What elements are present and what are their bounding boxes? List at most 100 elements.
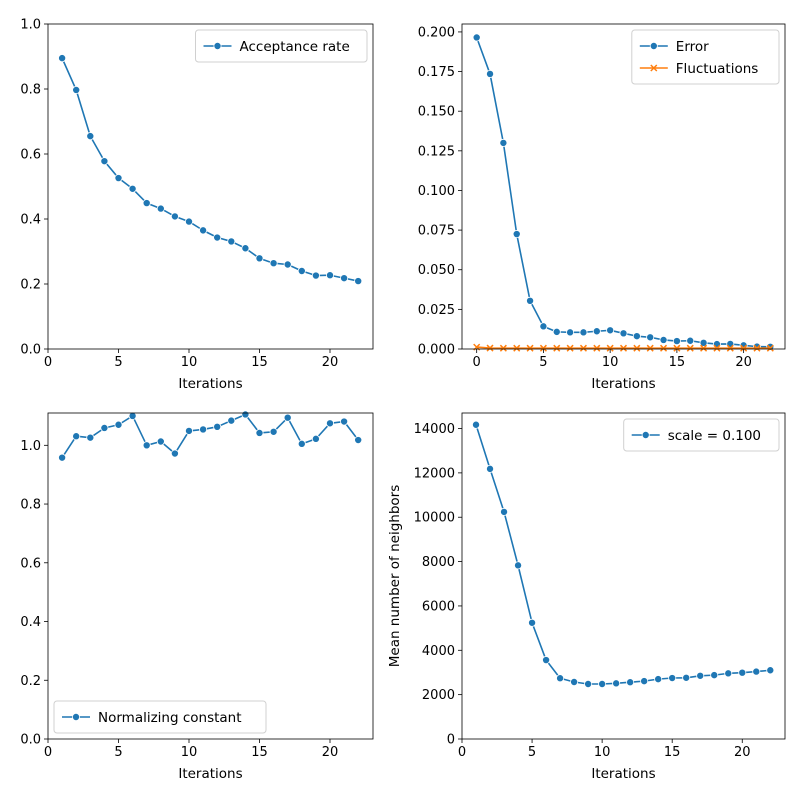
legend-marker [213,42,222,51]
data-point [269,259,278,268]
y-tick-label: 0.4 [20,213,41,228]
y-tick-label: 0.2 [20,674,41,689]
legend-box [195,29,368,63]
y-tick-label: 0.000 [418,343,455,358]
x-tick-label: 0 [44,355,52,370]
legend-box [53,700,267,734]
legend-label: scale = 0.100 [668,428,761,444]
data-point [340,274,349,283]
data-point [184,426,193,435]
legend: Acceptance rate [195,29,368,63]
data-point [526,344,534,352]
data-point [500,507,509,516]
series-scale-0-100 [472,420,775,689]
data-point [646,333,655,342]
data-point [58,54,67,63]
data-point [579,328,588,337]
x-tick-label: 0 [473,355,481,370]
legend-label: Acceptance rate [240,39,350,55]
data-point [633,344,641,352]
legend-marker [641,430,650,439]
y-tick-label: 6000 [422,599,455,614]
data-point [626,678,635,687]
data-point [156,437,165,446]
data-point [619,329,628,338]
data-point [553,344,561,352]
x-tick-label: 20 [322,745,339,760]
data-point [619,344,628,352]
y-tick-label: 0.2 [20,278,41,293]
data-point [646,344,654,352]
data-point [114,420,123,429]
x-tick-label: 20 [734,745,751,760]
data-point [513,344,521,352]
legend-marker [72,713,81,722]
data-point [72,432,81,441]
x-tick-label: 10 [594,745,611,760]
axes-frame [47,412,374,740]
data-point [100,157,109,166]
data-point [170,449,179,458]
data-point [612,679,621,688]
axes-frame [461,23,786,350]
data-point [86,433,95,442]
data-point [710,671,719,680]
series-line [61,413,359,459]
x-axis-label: Iterations [591,766,655,782]
x-tick-label: 15 [664,745,681,760]
panel-acceptance: 0 5 10 15 20 0.0 0.2 0.4 0.6 0.8 1.0 Iterations Acce… [20,18,374,392]
data-point [699,338,708,347]
x-tick-label: 0 [458,745,466,760]
legend-label: Fluctuations [676,61,759,77]
y-tick-label: 8000 [422,555,455,570]
y-tick-label: 0 [447,733,455,748]
y-axis-label: Mean number of neighbors [387,485,403,668]
y-tick-label: 0.200 [418,25,455,40]
data-point [297,266,306,275]
data-point [325,271,334,280]
data-point [579,344,587,352]
data-point [766,344,774,352]
series-normalizing-constant [58,410,363,462]
data-point [673,344,681,352]
panel-normalizing: 0 5 10 15 20 0.0 0.2 0.4 0.6 0.8 1.0 Iterations Norm… [20,410,374,782]
data-point [241,244,250,253]
y-tick-label: 10000 [414,511,455,526]
data-point [128,184,137,193]
x-axis-label: Iterations [178,376,242,392]
data-point [499,344,507,352]
data-point [528,618,537,627]
y-tick-label: 0.125 [418,144,455,159]
data-point [72,85,81,94]
x-tick-label: 5 [114,355,122,370]
data-point [255,428,264,437]
data-point [213,233,222,242]
data-point [659,335,668,344]
data-point [766,666,775,675]
y-tick-label: 0.0 [20,343,41,358]
data-point [128,411,137,420]
y-tick-label: 0.6 [20,556,41,571]
data-point [499,138,508,147]
data-point [58,453,67,462]
data-point [325,419,334,428]
legend-marker [650,64,658,72]
data-point [592,327,601,336]
data-point [297,439,306,448]
panel-error: 0 5 10 15 20 0.000 0.025 0.050 0.075 0.100 0.125 0.… [418,23,786,392]
data-point [752,667,761,676]
series-line [475,424,771,685]
x-tick-label: 10 [602,355,619,370]
x-tick-label: 5 [539,355,547,370]
data-point [668,674,677,683]
data-point [311,434,320,443]
data-point [593,344,601,352]
axes-frame [47,23,374,350]
series-error [472,33,775,351]
data-point [486,69,495,78]
y-tick-label: 0.175 [418,65,455,80]
x-tick-label: 20 [322,355,339,370]
y-tick-label: 0.100 [418,184,455,199]
